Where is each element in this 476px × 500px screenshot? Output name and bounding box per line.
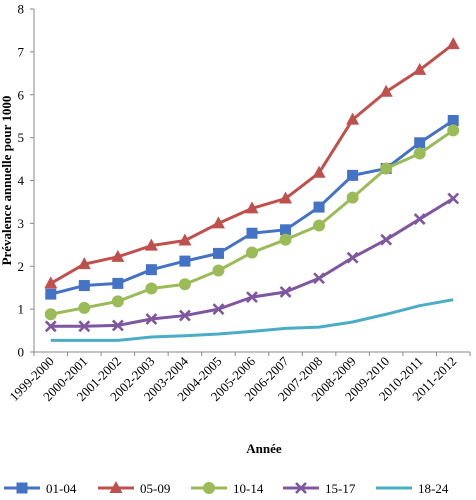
- data-point: [246, 291, 258, 304]
- data-point: [179, 309, 191, 322]
- data-point: [78, 301, 91, 314]
- data-point: [246, 227, 258, 239]
- y-tick-label: 2: [18, 259, 25, 274]
- data-point: [78, 320, 91, 333]
- data-point: [144, 238, 158, 251]
- data-point: [111, 295, 124, 308]
- legend-item: 05-09: [98, 481, 170, 496]
- data-point: [212, 247, 224, 259]
- legend-item: 18-24: [376, 481, 449, 496]
- y-axis-ticks: 0 1 2 3 4 5 6 7 8: [18, 2, 34, 360]
- data-point: [77, 257, 91, 270]
- y-tick-label: 8: [18, 2, 25, 17]
- y-tick-label: 4: [18, 173, 25, 188]
- data-point: [44, 308, 57, 321]
- data-point: [347, 169, 359, 181]
- data-point: [313, 272, 325, 285]
- legend-label: 18-24: [418, 481, 449, 496]
- data-point: [413, 213, 426, 226]
- series-line: [50, 298, 454, 342]
- x-axis-title: Année: [246, 441, 282, 456]
- data-point: [212, 303, 225, 316]
- data-point: [245, 201, 259, 214]
- legend-label: 01-04: [46, 481, 77, 496]
- data-point: [413, 62, 427, 75]
- legend-item: 01-04: [4, 481, 77, 496]
- legend-label: 15-17: [325, 481, 356, 496]
- y-tick-label: 1: [18, 302, 25, 317]
- data-point: [246, 246, 258, 259]
- data-point: [447, 192, 460, 205]
- data-point: [313, 201, 325, 213]
- data-point: [145, 282, 158, 295]
- data-point: [346, 112, 360, 125]
- data-point: [446, 37, 460, 50]
- data-point: [212, 264, 225, 277]
- series-10-14: [44, 124, 460, 321]
- data-point: [279, 233, 292, 246]
- y-tick-label: 7: [18, 44, 25, 59]
- data-point: [145, 313, 158, 325]
- legend-label: 05-09: [140, 481, 170, 496]
- series-line: [50, 197, 455, 328]
- data-point: [44, 320, 57, 333]
- data-point: [313, 219, 326, 232]
- data-point: [380, 162, 393, 175]
- data-point: [346, 251, 359, 264]
- y-tick-label: 3: [18, 216, 25, 231]
- data-point: [111, 319, 124, 332]
- data-point: [112, 277, 124, 289]
- data-point: [414, 137, 426, 149]
- data-point: [312, 165, 326, 178]
- legend-item: 15-17: [283, 481, 356, 496]
- data-point: [178, 278, 191, 291]
- data-point: [178, 233, 192, 246]
- legend: 01-04 05-09 10-14 15-17 18-24: [4, 481, 449, 496]
- y-tick-label: 6: [18, 87, 25, 102]
- data-point: [44, 276, 58, 289]
- data-point: [280, 224, 292, 236]
- data-point: [145, 264, 157, 276]
- data-point: [413, 147, 426, 160]
- legend-label: 10-14: [233, 481, 264, 496]
- data-point: [211, 216, 225, 229]
- legend-swatch-marker: [16, 482, 28, 494]
- series-18-24: [50, 298, 454, 342]
- series-15-17: [44, 192, 460, 333]
- data-point: [380, 233, 393, 246]
- axes: [33, 9, 470, 353]
- legend-item: 10-14: [191, 481, 264, 496]
- series-line: [50, 129, 455, 316]
- y-axis-title: Prévalence annuelle pour 1000: [0, 96, 14, 266]
- data-point: [78, 280, 90, 292]
- legend-swatch-marker: [109, 481, 123, 493]
- series-layer: [44, 37, 460, 342]
- legend-swatch-marker: [203, 482, 215, 494]
- data-point: [111, 249, 125, 262]
- data-point: [379, 84, 393, 97]
- legend-swatch-marker: [295, 482, 307, 494]
- y-tick-label: 5: [18, 130, 25, 145]
- data-point: [279, 286, 292, 298]
- data-point: [346, 191, 359, 204]
- x-axis-ticks: 1999-20002000-20012001-20022002-20032003…: [6, 352, 471, 404]
- data-point: [179, 255, 191, 267]
- series-05-09: [44, 37, 460, 289]
- data-point: [447, 124, 460, 137]
- y-tick-label: 0: [18, 345, 25, 360]
- data-point: [447, 114, 459, 126]
- data-point: [45, 288, 57, 300]
- data-point: [279, 191, 293, 204]
